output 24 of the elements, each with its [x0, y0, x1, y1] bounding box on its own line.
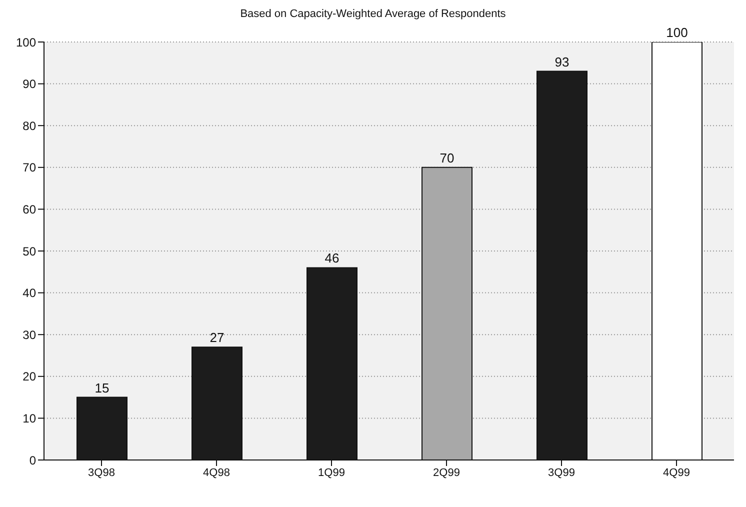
data-label: 46 — [324, 250, 340, 266]
y-tick-label: 60 — [22, 202, 36, 216]
x-tick-label: 3Q98 — [88, 466, 115, 479]
chart-subtitle: Based on Capacity-Weighted Average of Respondents — [239, 8, 507, 22]
y-tick-label: 90 — [22, 77, 36, 92]
y-tick-label: 70 — [22, 160, 36, 175]
data-label: 93 — [554, 54, 570, 70]
y-tick-label: 80 — [22, 118, 36, 133]
x-tick-label: 4Q98 — [203, 466, 230, 479]
x-tick-label: 4Q99 — [663, 466, 690, 479]
y-tick-label: 20 — [22, 370, 36, 384]
y-tick-label: 40 — [22, 286, 36, 300]
y-tick-label: 30 — [22, 328, 36, 342]
data-label: 100 — [666, 25, 688, 40]
y-tick-label: 100 — [16, 35, 36, 50]
data-label: 15 — [94, 380, 110, 396]
y-tick-label: 50 — [22, 244, 36, 258]
x-tick-label: 1Q99 — [318, 466, 345, 479]
data-label: 70 — [440, 150, 454, 166]
x-tick-label: 2Q99 — [433, 466, 460, 479]
y-tick-label: 10 — [22, 411, 36, 426]
data-label: 27 — [210, 330, 224, 346]
x-tick-label: 3Q99 — [548, 466, 575, 479]
y-tick-label: 0 — [29, 453, 36, 468]
